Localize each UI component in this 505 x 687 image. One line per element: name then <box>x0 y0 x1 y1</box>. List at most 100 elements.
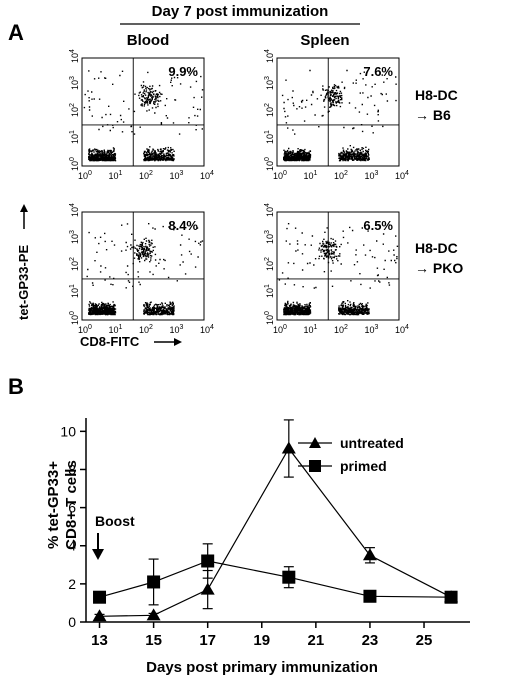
panel-a-letter: A <box>8 20 24 45</box>
y-tick-exponent: 4 <box>69 49 76 53</box>
data-point-primed <box>93 590 107 604</box>
flow-y-axis-arrowhead <box>20 204 28 212</box>
y-tick-label: 10 <box>60 423 76 439</box>
y-tick-exponent: 0 <box>264 311 271 315</box>
x-tick-label: 100 <box>273 170 287 181</box>
x-axis-label: Days post primary immunization <box>146 659 378 676</box>
x-tick-exponent: 1 <box>314 324 318 331</box>
data-point-untreated <box>281 441 296 454</box>
y-tick-exponent: 4 <box>69 203 76 207</box>
y-tick-label: 100 <box>264 157 275 171</box>
y-axis-label-line1: % tet-GP33+ <box>45 461 62 549</box>
x-tick-exponent: 3 <box>180 324 184 331</box>
row-label-b6-line1: H8-DC <box>415 87 458 103</box>
series-line-primed <box>99 560 452 598</box>
x-tick-label: 100 <box>273 324 287 335</box>
y-axis-label-line2: CD8+ T cells <box>63 460 80 550</box>
flow-plot-frame <box>81 211 205 321</box>
y-tick-label: 104 <box>69 49 80 63</box>
x-tick-label: 101 <box>304 324 318 335</box>
y-tick-exponent: 3 <box>264 230 271 234</box>
flow-dots <box>278 223 399 316</box>
x-tick-exponent: 4 <box>405 170 409 177</box>
x-tick-label: 104 <box>200 170 214 181</box>
quadrant-percentage: 8.4% <box>168 218 198 233</box>
flow-plot-frame <box>276 211 400 321</box>
x-tick-label: 103 <box>170 170 184 181</box>
flow-x-axis-arrowhead <box>174 338 182 346</box>
y-tick-exponent: 1 <box>264 284 271 288</box>
x-tick-exponent: 2 <box>344 324 348 331</box>
y-tick-exponent: 3 <box>264 76 271 80</box>
series-line-untreated <box>99 447 452 617</box>
x-tick-label: 102 <box>334 324 348 335</box>
x-tick-label: 19 <box>253 632 270 649</box>
y-tick-exponent: 3 <box>69 230 76 234</box>
column-label-spleen: Spleen <box>300 32 349 49</box>
flow-x-axis-label: CD8-FITC <box>80 334 140 349</box>
legend-marker-primed <box>309 460 321 472</box>
y-tick-label: 100 <box>69 157 80 171</box>
x-tick-exponent: 1 <box>314 170 318 177</box>
x-tick-label: 104 <box>395 170 409 181</box>
x-tick-label: 21 <box>308 632 325 649</box>
x-tick-exponent: 2 <box>344 170 348 177</box>
x-tick-label: 103 <box>365 170 379 181</box>
data-point-untreated <box>362 548 377 561</box>
y-tick-exponent: 4 <box>264 203 271 207</box>
y-tick-label: 102 <box>264 257 275 271</box>
y-tick-exponent: 1 <box>69 130 76 134</box>
boost-arrowhead <box>92 549 104 560</box>
y-tick-label: 101 <box>264 284 275 298</box>
y-tick-label: 100 <box>69 311 80 325</box>
series-primed <box>93 543 458 606</box>
data-point-primed <box>201 554 215 568</box>
x-tick-exponent: 0 <box>88 170 92 177</box>
x-tick-label: 25 <box>416 632 433 649</box>
quadrant-percentage: 6.5% <box>363 218 393 233</box>
y-tick-label: 100 <box>264 311 275 325</box>
y-tick-label: 6 <box>68 500 76 516</box>
x-tick-exponent: 4 <box>405 324 409 331</box>
y-tick-label: 102 <box>264 103 275 117</box>
y-tick-label: 101 <box>69 130 80 144</box>
y-tick-exponent: 1 <box>69 284 76 288</box>
data-point-primed <box>147 575 161 589</box>
quadrant-percentage: 7.6% <box>363 64 393 79</box>
y-tick-exponent: 3 <box>69 76 76 80</box>
flow-plot-frame <box>81 57 205 167</box>
y-tick-label: 104 <box>69 203 80 217</box>
x-tick-label: 17 <box>199 632 216 649</box>
y-tick-exponent: 2 <box>69 103 76 107</box>
y-tick-label: 102 <box>69 257 80 271</box>
row-label-pko-line1: H8-DC <box>415 240 458 256</box>
legend-label-untreated: untreated <box>340 435 404 451</box>
x-tick-label: 103 <box>365 324 379 335</box>
y-tick-exponent: 0 <box>264 157 271 161</box>
y-tick-exponent: 2 <box>264 103 271 107</box>
x-tick-label: 13 <box>91 632 108 649</box>
legend-marker-untreated <box>309 437 321 448</box>
flow-dots <box>281 69 397 162</box>
x-tick-exponent: 2 <box>149 170 153 177</box>
panel-b-chart: 0 2 4 6 8 10 13 15 17 19 21 23 25 <box>60 418 470 649</box>
data-point-untreated <box>92 609 107 622</box>
y-tick-exponent: 2 <box>264 257 271 261</box>
x-tick-label: 101 <box>109 170 123 181</box>
y-tick-label: 101 <box>69 284 80 298</box>
y-tick-label: 0 <box>68 614 76 630</box>
y-tick-label: 8 <box>68 461 76 477</box>
x-tick-exponent: 1 <box>119 324 123 331</box>
y-tick-exponent: 1 <box>264 130 271 134</box>
data-point-primed <box>444 590 458 604</box>
x-tick-label: 101 <box>304 170 318 181</box>
x-tick-exponent: 0 <box>283 324 287 331</box>
x-tick-label: 102 <box>334 170 348 181</box>
x-tick-exponent: 2 <box>149 324 153 331</box>
x-tick-exponent: 0 <box>88 324 92 331</box>
y-tick-label: 101 <box>264 130 275 144</box>
x-tick-label: 101 <box>109 324 123 335</box>
